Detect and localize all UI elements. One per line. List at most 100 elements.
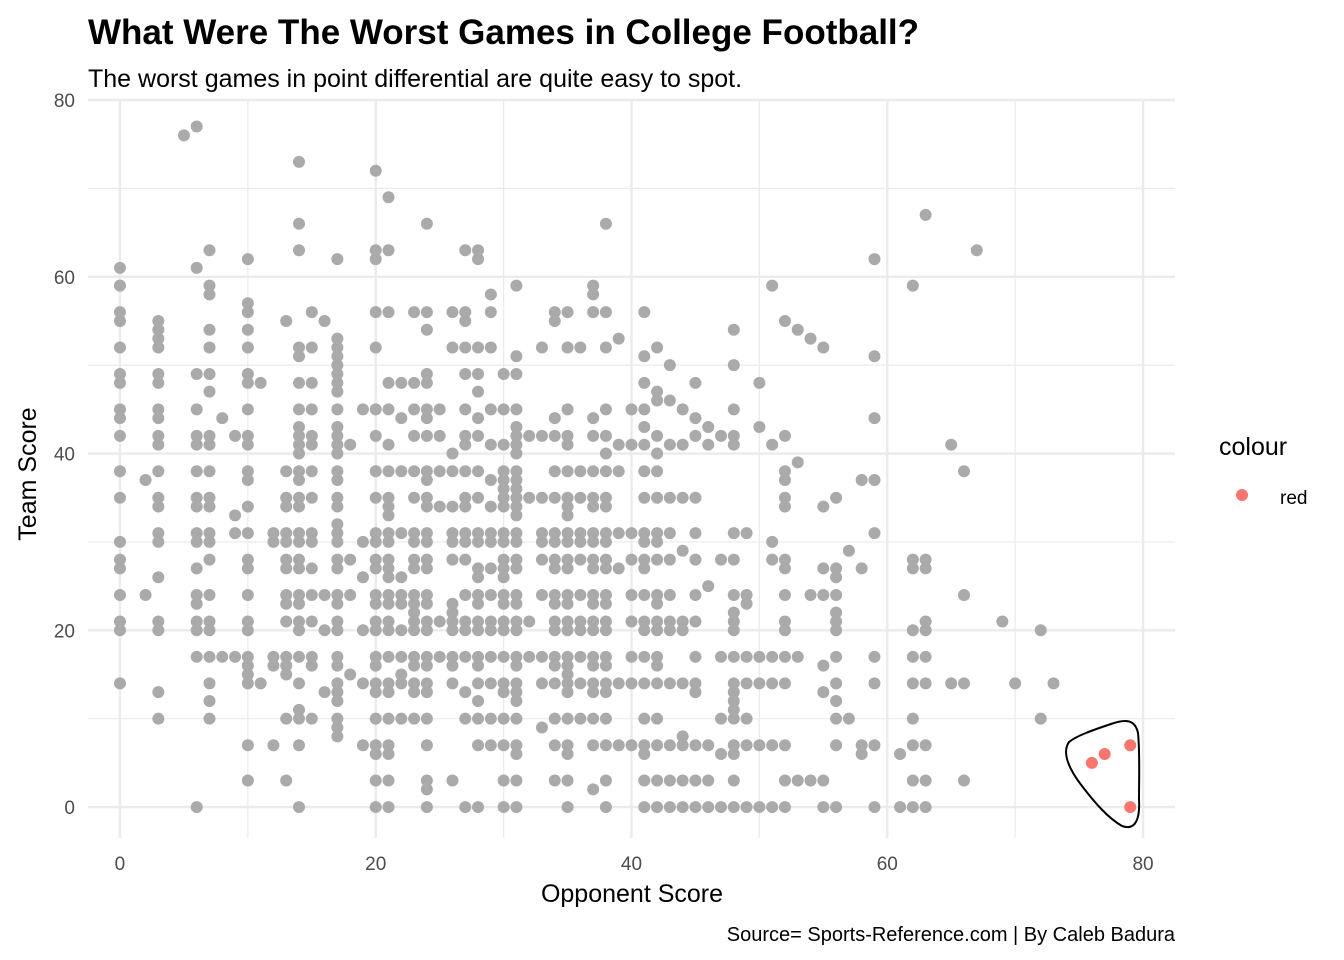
data-point xyxy=(497,624,510,637)
data-point xyxy=(484,562,497,575)
data-point xyxy=(842,712,855,725)
data-point xyxy=(663,527,676,540)
data-point xyxy=(561,562,574,575)
data-point xyxy=(651,597,664,610)
data-point xyxy=(331,650,344,663)
data-point xyxy=(727,359,740,372)
data-point xyxy=(919,624,932,637)
data-point xyxy=(740,588,753,601)
data-point xyxy=(510,350,523,363)
data-point xyxy=(446,500,459,513)
data-point xyxy=(561,465,574,478)
data-point xyxy=(280,500,293,513)
data-point xyxy=(561,659,574,672)
data-point xyxy=(190,801,203,814)
x-tick-label: 20 xyxy=(365,854,386,875)
data-point xyxy=(676,801,689,814)
data-point xyxy=(395,376,408,389)
data-point xyxy=(727,739,740,752)
data-point xyxy=(778,774,791,787)
data-point xyxy=(510,748,523,761)
data-point xyxy=(472,739,485,752)
data-point xyxy=(574,677,587,690)
data-point xyxy=(651,801,664,814)
data-point xyxy=(599,588,612,601)
data-point xyxy=(561,739,574,752)
data-point xyxy=(203,385,216,398)
data-point xyxy=(778,562,791,575)
data-point xyxy=(497,535,510,548)
data-point xyxy=(369,615,382,628)
data-point xyxy=(420,491,433,504)
data-point xyxy=(957,465,970,478)
data-point xyxy=(497,686,510,699)
data-point xyxy=(638,712,651,725)
data-point xyxy=(510,491,523,504)
data-point xyxy=(906,562,919,575)
data-point xyxy=(113,624,126,637)
data-point xyxy=(599,527,612,540)
data-point xyxy=(587,491,600,504)
data-point xyxy=(331,474,344,487)
data-point xyxy=(203,491,216,504)
data-point xyxy=(229,429,242,442)
data-point xyxy=(331,686,344,699)
data-point xyxy=(510,739,523,752)
data-point xyxy=(561,500,574,513)
data-point xyxy=(190,615,203,628)
data-point xyxy=(548,677,561,690)
data-point xyxy=(472,597,485,610)
data-point xyxy=(190,562,203,575)
data-point xyxy=(408,403,421,416)
data-point xyxy=(459,367,472,380)
data-point xyxy=(382,500,395,513)
data-point xyxy=(382,588,395,601)
data-point xyxy=(331,597,344,610)
data-point xyxy=(638,527,651,540)
data-point xyxy=(676,438,689,451)
data-point xyxy=(446,615,459,628)
data-point xyxy=(152,332,165,345)
data-point xyxy=(561,748,574,761)
data-point xyxy=(484,438,497,451)
data-point xyxy=(190,438,203,451)
data-point xyxy=(369,527,382,540)
data-point xyxy=(472,412,485,425)
data-point xyxy=(561,712,574,725)
data-point xyxy=(203,500,216,513)
data-point xyxy=(535,553,548,566)
data-point xyxy=(484,624,497,637)
data-point xyxy=(113,588,126,601)
data-point xyxy=(970,244,983,257)
data-point xyxy=(804,332,817,345)
data-point xyxy=(676,677,689,690)
data-point xyxy=(817,562,830,575)
y-tick-label: 40 xyxy=(54,445,75,466)
data-point xyxy=(497,650,510,663)
data-point xyxy=(740,650,753,663)
data-point xyxy=(420,801,433,814)
data-point xyxy=(331,518,344,531)
data-point xyxy=(945,677,958,690)
data-point xyxy=(497,774,510,787)
data-point xyxy=(459,527,472,540)
data-point xyxy=(420,403,433,416)
data-point xyxy=(484,306,497,319)
data-point xyxy=(420,739,433,752)
data-point xyxy=(548,306,561,319)
data-point xyxy=(305,588,318,601)
data-point xyxy=(548,491,561,504)
data-point xyxy=(548,535,561,548)
data-point xyxy=(433,465,446,478)
data-point xyxy=(1009,677,1022,690)
data-point xyxy=(331,429,344,442)
data-point xyxy=(548,465,561,478)
data-point xyxy=(727,553,740,566)
data-point xyxy=(241,774,254,787)
data-point xyxy=(472,801,485,814)
data-point xyxy=(420,597,433,610)
data-point xyxy=(203,624,216,637)
data-point xyxy=(561,588,574,601)
data-point xyxy=(459,429,472,442)
data-point xyxy=(587,615,600,628)
